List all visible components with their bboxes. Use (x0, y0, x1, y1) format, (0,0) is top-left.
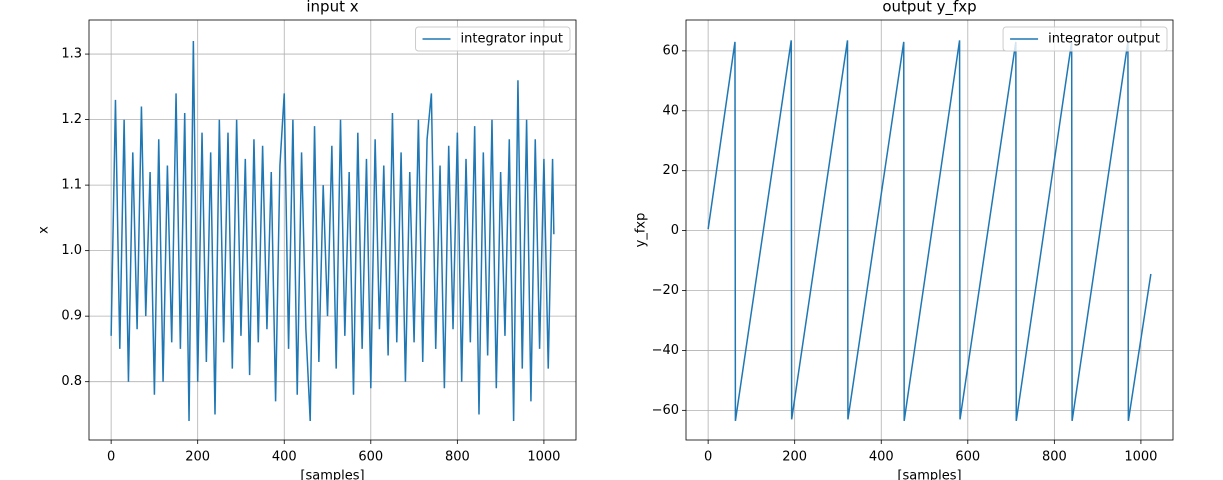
data-line (110, 40, 555, 422)
legend: integrator output (1002, 26, 1168, 52)
y-tick-label: 1.0 (61, 243, 82, 258)
x-axis-label: [samples] (300, 469, 364, 480)
legend-label: integrator output (1048, 32, 1160, 47)
y-tick-label: −60 (652, 403, 679, 418)
subplot: 0 200 400 600 800 1000 −60 −40 −20 0 20 40 60 output … (634, 0, 1174, 480)
data-line (707, 40, 1152, 421)
y-tick-label: 20 (662, 163, 679, 178)
legend: integrator input (415, 26, 571, 52)
y-axis-label: x (37, 226, 52, 234)
y-tick-label: 1.1 (61, 178, 82, 193)
x-tick-label: 400 (272, 450, 297, 465)
y-axis-label: y_fxp (634, 213, 649, 248)
x-tick-label: 600 (955, 450, 980, 465)
x-tick-label: 800 (445, 450, 470, 465)
x-tick-label: 1000 (527, 450, 560, 465)
x-axis-label: [samples] (897, 469, 961, 480)
x-tick-label: 0 (107, 450, 115, 465)
x-tick-label: 1000 (1124, 450, 1157, 465)
axes-frame (88, 19, 577, 441)
y-tick-label: −40 (652, 343, 679, 358)
x-tick-label: 800 (1042, 450, 1067, 465)
x-tick-label: 600 (358, 450, 383, 465)
y-tick-label: −20 (652, 283, 679, 298)
legend-label: integrator input (461, 32, 563, 47)
y-tick-label: 0.9 (61, 309, 82, 324)
y-tick-label: 0 (671, 223, 679, 238)
y-tick-label: 60 (662, 43, 679, 58)
y-tick-label: 1.3 (61, 47, 82, 62)
x-tick-label: 200 (782, 450, 807, 465)
y-tick-label: 0.8 (61, 374, 82, 389)
x-tick-label: 400 (869, 450, 894, 465)
axes-frame (685, 19, 1174, 441)
y-tick-label: 1.2 (61, 112, 82, 127)
chart-title: output y_fxp (882, 0, 976, 17)
x-tick-label: 200 (185, 450, 210, 465)
y-tick-label: 40 (662, 103, 679, 118)
legend-box (415, 26, 571, 52)
subplot: 0 200 400 600 800 1000 0.8 0.9 1.0 1.1 1.2 1.3 input… (37, 0, 577, 480)
chart-title: input x (306, 0, 358, 16)
x-tick-label: 0 (704, 450, 712, 465)
legend-box (1002, 26, 1168, 52)
